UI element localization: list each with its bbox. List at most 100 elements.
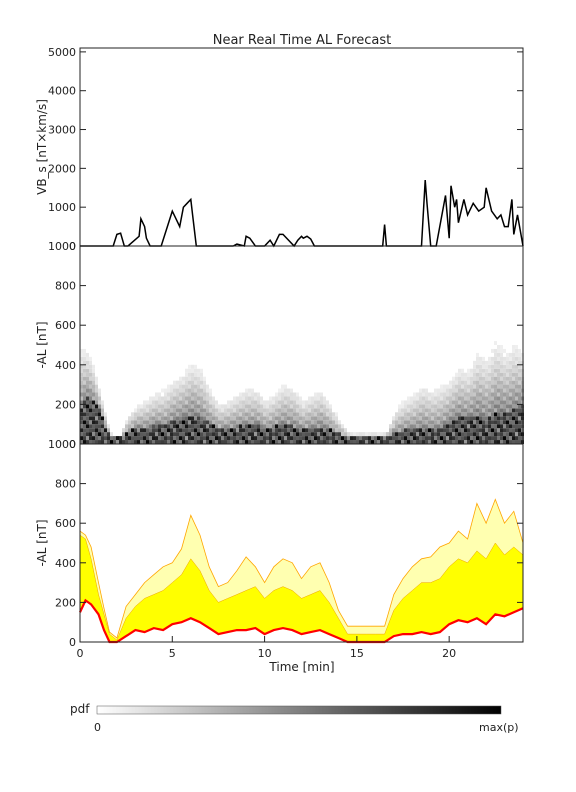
heatmap-ytick-label: 200 (55, 398, 76, 411)
heatmap-cell (428, 408, 431, 413)
heatmap-cell (254, 432, 257, 437)
heatmap-cell (224, 416, 227, 421)
heatmap-cell (446, 392, 449, 397)
heatmap-cell (317, 404, 320, 409)
heatmap-cell (269, 404, 272, 409)
heatmap-cell (191, 368, 194, 373)
heatmap-cell (191, 380, 194, 385)
heatmap-cell (416, 412, 419, 417)
heatmap-cell (479, 372, 482, 377)
heatmap-cell (257, 424, 260, 429)
heatmap-cell (467, 416, 470, 421)
heatmap-cell (134, 408, 137, 413)
heatmap-cell (395, 424, 398, 429)
heatmap-cell (161, 412, 164, 417)
heatmap-cell (464, 396, 467, 401)
heatmap-cell (446, 436, 449, 441)
heatmap-cell (269, 412, 272, 417)
heatmap-cell (491, 396, 494, 401)
heatmap-cell (464, 400, 467, 405)
heatmap-cell (470, 368, 473, 373)
heatmap-cell (170, 392, 173, 397)
heatmap-cell (335, 432, 338, 437)
heatmap-cell (131, 428, 134, 433)
heatmap-cell (473, 424, 476, 429)
heatmap-cell (191, 416, 194, 421)
heatmap-ytick-label: 800 (55, 280, 76, 293)
heatmap-cell (290, 396, 293, 401)
heatmap-cell (293, 412, 296, 417)
heatmap-cell (179, 384, 182, 389)
heatmap-cell (185, 380, 188, 385)
heatmap-cell (194, 408, 197, 413)
heatmap-cell (452, 376, 455, 381)
heatmap-cell (473, 360, 476, 365)
heatmap-cell (461, 376, 464, 381)
heatmap-cell (134, 420, 137, 425)
heatmap-cell (470, 388, 473, 393)
heatmap-cell (200, 384, 203, 389)
vbs-ytick-label: 2000 (48, 162, 76, 175)
heatmap-cell (461, 400, 464, 405)
heatmap-cell (143, 404, 146, 409)
heatmap-cell (458, 392, 461, 397)
heatmap-cell (149, 420, 152, 425)
heatmap-cell (230, 408, 233, 413)
heatmap-cell (290, 408, 293, 413)
heatmap-cell (446, 420, 449, 425)
heatmap-cell (464, 408, 467, 413)
heatmap-cell (494, 352, 497, 357)
heatmap-cell (203, 416, 206, 421)
heatmap-cell (86, 404, 89, 409)
heatmap-cell (338, 424, 341, 429)
heatmap-cell (416, 392, 419, 397)
heatmap-cell (401, 404, 404, 409)
heatmap-cell (116, 440, 119, 444)
heatmap-cell (194, 384, 197, 389)
heatmap-cell (467, 384, 470, 389)
heatmap-cell (185, 392, 188, 397)
heatmap-cell (236, 408, 239, 413)
heatmap-cell (161, 428, 164, 433)
heatmap-cell (446, 404, 449, 409)
heatmap-cell (467, 412, 470, 417)
heatmap-cell (149, 424, 152, 429)
heatmap-cell (410, 440, 413, 444)
heatmap-cell (290, 440, 293, 444)
heatmap-cell (413, 420, 416, 425)
heatmap-cell (395, 440, 398, 444)
heatmap-cell (248, 424, 251, 429)
heatmap-cell (395, 420, 398, 425)
heatmap-cell (98, 388, 101, 393)
heatmap-cell (254, 400, 257, 405)
heatmap-cell (80, 356, 83, 361)
heatmap-cell (188, 420, 191, 425)
heatmap-cell (107, 440, 110, 444)
heatmap-cell (512, 400, 515, 405)
heatmap-cell (212, 420, 215, 425)
heatmap-cell (497, 360, 500, 365)
heatmap-cell (167, 416, 170, 421)
heatmap-cell (455, 372, 458, 377)
heatmap-cell (287, 432, 290, 437)
heatmap-cell (515, 396, 518, 401)
heatmap-cell (359, 432, 362, 437)
heatmap-cell (452, 432, 455, 437)
heatmap-cell (338, 428, 341, 433)
heatmap-cell (485, 372, 488, 377)
heatmap-cell (434, 392, 437, 397)
heatmap-cell (98, 412, 101, 417)
heatmap-cell (512, 372, 515, 377)
heatmap-cell (518, 400, 521, 405)
panel-forecast-frame (79, 443, 524, 643)
heatmap-cell (104, 416, 107, 421)
heatmap-cell (197, 388, 200, 393)
heatmap-cell (428, 400, 431, 405)
heatmap-cell (185, 432, 188, 437)
heatmap-cell (425, 420, 428, 425)
heatmap-cell (89, 364, 92, 369)
heatmap-cell (260, 440, 263, 444)
heatmap-cell (83, 424, 86, 429)
heatmap-cell (476, 400, 479, 405)
heatmap-cell (449, 412, 452, 417)
